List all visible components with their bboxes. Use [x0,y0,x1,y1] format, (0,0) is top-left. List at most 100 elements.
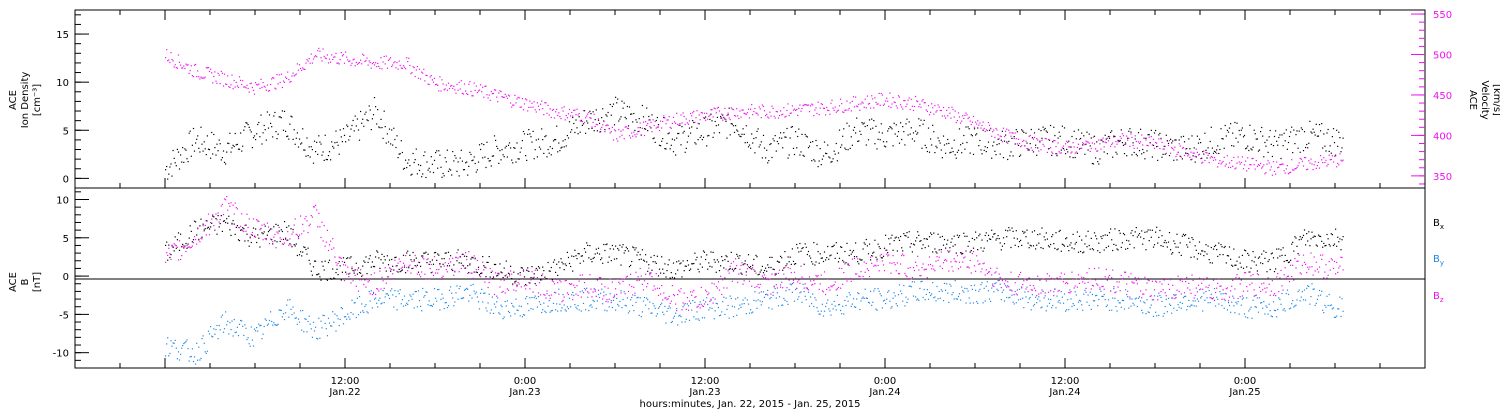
data-point [851,251,853,253]
data-point [837,109,840,111]
data-point [391,129,393,131]
data-point [262,132,264,134]
data-point [801,247,803,250]
data-point [1248,168,1250,170]
data-point [1119,135,1121,138]
data-point [941,157,943,159]
data-point [1110,228,1112,230]
data-point [423,296,425,298]
data-point [1276,140,1278,142]
data-point [1111,130,1113,132]
data-point [1273,309,1276,311]
data-point [1072,142,1074,144]
data-point [311,336,313,338]
data-point [317,226,319,228]
data-point [1223,156,1225,158]
data-point [266,111,268,113]
data-point [898,239,901,241]
data-point [814,109,816,111]
data-point [1157,295,1159,297]
data-point [985,151,987,153]
data-point [943,144,946,146]
data-point [1056,249,1058,251]
data-point [399,271,401,273]
data-point [933,297,935,299]
data-point [1332,307,1335,309]
data-point [287,135,289,137]
data-point [667,264,669,266]
data-point [1029,134,1031,137]
data-point [236,85,238,87]
data-points [165,47,1344,365]
data-point [335,52,337,54]
data-point [499,286,501,288]
data-point [526,159,528,161]
data-point [872,301,874,303]
data-point [890,126,892,129]
data-point [353,130,355,132]
data-point [1272,161,1275,163]
data-point [297,318,300,320]
data-point [385,270,387,272]
data-point [656,126,658,128]
data-point [880,295,882,297]
data-point [391,65,393,68]
data-point [860,103,862,105]
data-point [394,259,396,261]
data-point [717,306,720,309]
data-point [815,107,817,109]
data-point [332,238,334,240]
data-point [672,317,675,319]
data-point [663,314,665,316]
data-point [736,253,738,255]
data-point [505,145,507,147]
data-point [425,74,427,76]
data-point [589,117,591,119]
data-point [1296,299,1298,301]
data-point [1082,144,1084,146]
data-point [641,249,643,251]
data-point [242,80,244,82]
data-point [309,156,311,158]
data-point [223,328,226,330]
data-point [608,127,610,130]
data-point [379,297,381,299]
data-point [342,264,345,266]
data-point [988,238,991,240]
data-point [266,84,268,86]
data-point [326,229,328,231]
data-point [537,296,540,298]
data-point [937,233,939,235]
data-point [417,290,420,292]
data-point [312,206,315,208]
data-point [295,233,297,235]
data-point [910,127,912,129]
data-point [739,110,741,112]
data-point [552,302,555,304]
data-point [912,109,915,111]
data-point [173,66,175,68]
data-point [1132,142,1134,144]
data-point [1098,298,1100,301]
data-point [225,222,227,224]
data-point [691,263,693,265]
data-point [333,56,335,58]
data-point [257,84,259,86]
data-point [900,122,902,124]
data-point [491,93,493,95]
data-point [544,310,546,312]
data-point [435,272,437,274]
data-point [503,156,505,158]
data-point [1125,289,1127,291]
data-point [1234,264,1236,266]
data-point [982,250,984,252]
data-point [401,266,403,268]
data-point [709,307,711,309]
data-point [184,342,186,344]
data-point [1163,148,1165,150]
data-point [491,270,493,272]
data-point [773,268,775,271]
data-point [191,348,193,350]
data-point [678,124,680,126]
data-point [415,257,417,259]
